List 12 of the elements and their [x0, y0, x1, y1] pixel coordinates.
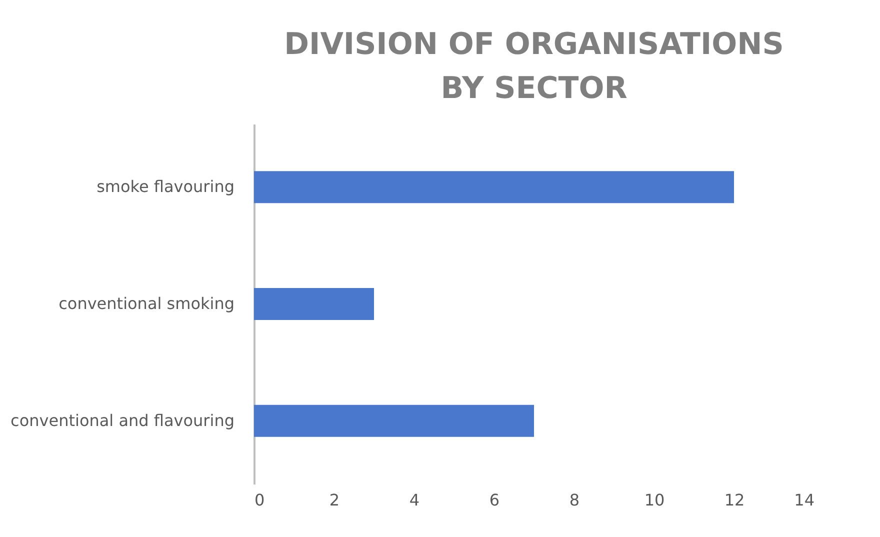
- x-tick-label: 14: [794, 490, 814, 510]
- x-tick-label: 12: [724, 490, 745, 510]
- x-tick-label: 2: [329, 490, 340, 510]
- x-tick-label: 8: [569, 490, 580, 510]
- y-tick-label: smoke flavouring: [96, 177, 234, 196]
- chart-title: DIVISION OF ORGANISATIONS BY SECTOR: [284, 27, 784, 106]
- y-tick-label: conventional and flavouring: [10, 410, 234, 430]
- x-tick-label: 4: [409, 490, 420, 510]
- x-tick-label: 10: [644, 490, 665, 510]
- x-tick-label: 6: [489, 490, 500, 510]
- y-tick-label: conventional smoking: [58, 294, 234, 313]
- x-tick-label: 0: [254, 490, 265, 510]
